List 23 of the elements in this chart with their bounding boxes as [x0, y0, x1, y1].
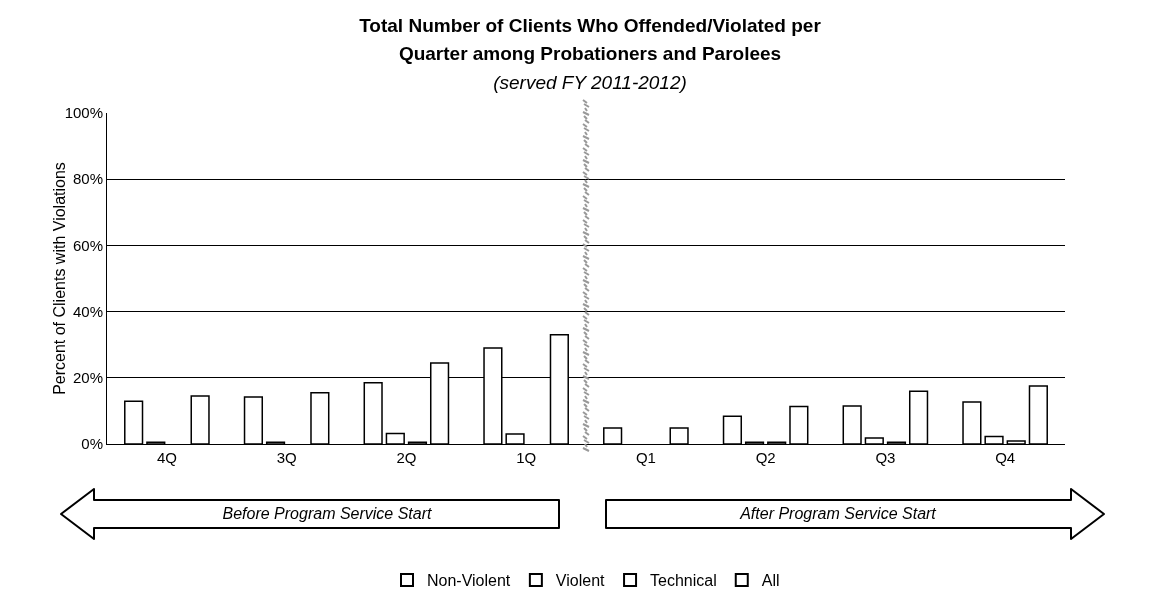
y-tick-label: 0% [81, 435, 103, 453]
right-arrow: After Program Service Start [605, 488, 1105, 540]
y-tick-label: 60% [72, 236, 103, 254]
y-tick-label: 80% [72, 170, 103, 188]
left-arrow: Before Program Service Start [60, 488, 560, 540]
legend-label: Technical [650, 572, 717, 590]
legend-label: All [761, 572, 780, 590]
x-tick-label: 2Q [396, 449, 417, 466]
y-tick-label: 40% [72, 302, 103, 320]
legend-label: Non-Violent [427, 572, 511, 590]
x-tick-label: Q4 [995, 449, 1016, 466]
x-tick-label: Q3 [875, 449, 896, 466]
y-tick-label: 20% [72, 369, 103, 387]
y-tick-label: 100% [64, 104, 103, 122]
chart-subtitle: (served FY 2011-2012) [492, 72, 688, 94]
x-tick-label: Q2 [755, 449, 776, 466]
x-tick-label: 3Q [276, 449, 297, 466]
y-axis-title: Percent of Clients with Violations [51, 162, 68, 395]
x-tick-label: 1Q [516, 449, 537, 466]
chart-title: Total Number of Clients Who Offended/Violated per Quarter among Probationers and Parolees [358, 14, 822, 66]
x-tick-label: 4Q [156, 449, 177, 466]
legend-label: Violent [555, 572, 606, 590]
x-tick-label: Q1 [635, 449, 656, 466]
